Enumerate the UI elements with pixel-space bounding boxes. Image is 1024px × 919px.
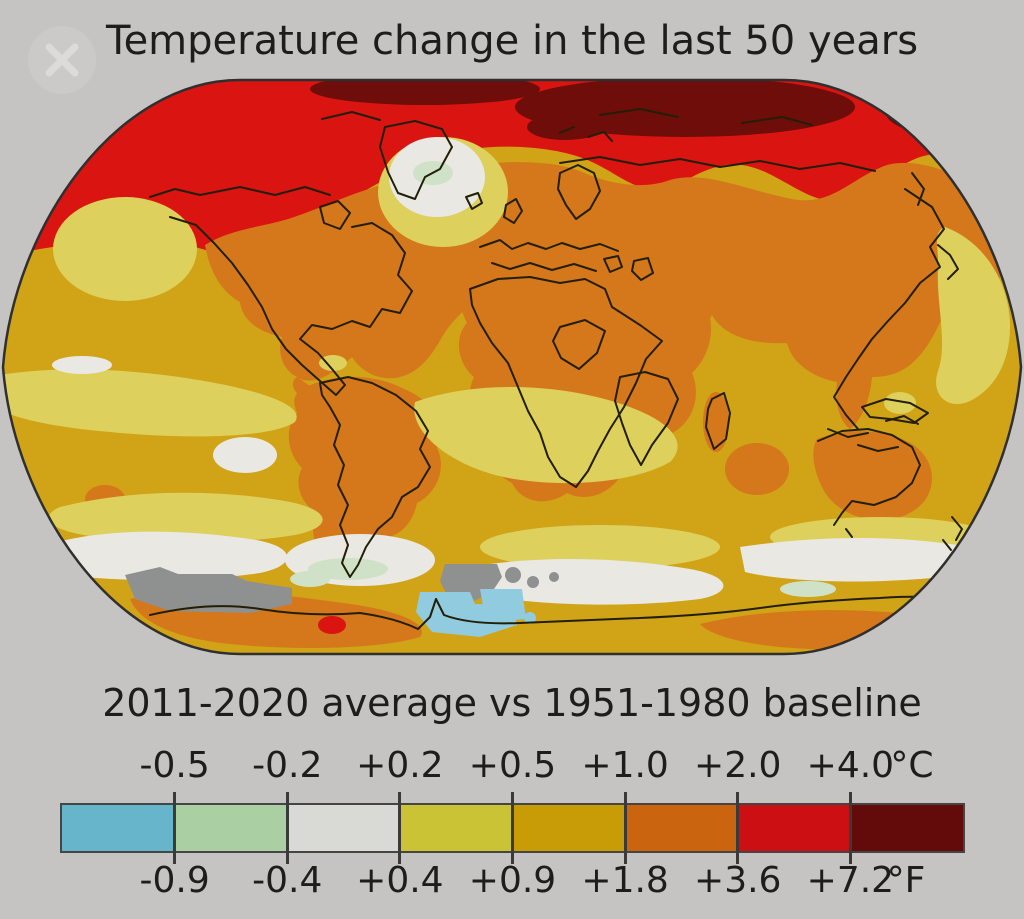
world-map bbox=[1, 78, 1023, 656]
map-antarctic-red-spot bbox=[318, 616, 346, 634]
celsius-label: +4.0 bbox=[806, 745, 895, 786]
colorbar-segment bbox=[850, 805, 963, 851]
fahrenheit-unit: °F bbox=[886, 860, 926, 901]
scale-tick bbox=[285, 792, 289, 864]
fahrenheit-label: +0.4 bbox=[356, 860, 444, 901]
fahrenheit-label: +0.9 bbox=[468, 860, 557, 901]
celsius-label: +0.5 bbox=[468, 745, 557, 786]
colorbar-segment bbox=[287, 805, 400, 851]
scale-tick bbox=[623, 792, 627, 864]
colorbar-segment bbox=[62, 805, 175, 851]
celsius-label: +1.0 bbox=[581, 745, 669, 786]
colorbar-segment bbox=[174, 805, 288, 851]
map-mild-patches bbox=[3, 137, 1011, 569]
map-subtitle: 2011-2020 average vs 1951-1980 baseline bbox=[102, 681, 922, 725]
map-cooling-blue-patches bbox=[416, 589, 536, 637]
celsius-label: -0.5 bbox=[139, 745, 210, 786]
map-coastlines bbox=[149, 108, 963, 630]
map-neutral-patches bbox=[32, 137, 992, 605]
fahrenheit-label: +3.6 bbox=[694, 860, 782, 901]
colorbar-segment bbox=[737, 805, 851, 851]
fahrenheit-label: -0.9 bbox=[139, 860, 210, 901]
fahrenheit-label: -0.4 bbox=[252, 860, 323, 901]
close-icon bbox=[28, 26, 96, 94]
page-title: Temperature change in the last 50 years bbox=[105, 18, 919, 64]
fahrenheit-label: +7.2 bbox=[806, 860, 895, 901]
colorbar-segment bbox=[512, 805, 626, 851]
map-outline bbox=[1, 78, 1023, 656]
scale-tick bbox=[173, 792, 177, 864]
celsius-label: +2.0 bbox=[694, 745, 782, 786]
colorbar-segment bbox=[625, 805, 738, 851]
scale-tick bbox=[398, 792, 402, 864]
celsius-label: -0.2 bbox=[252, 745, 323, 786]
colorbar-segment bbox=[399, 805, 513, 851]
scale-tick bbox=[848, 792, 852, 864]
close-button[interactable] bbox=[24, 22, 100, 98]
scale-tick bbox=[511, 792, 514, 864]
celsius-label: +0.2 bbox=[356, 745, 444, 786]
scale-tick bbox=[736, 792, 740, 864]
celsius-unit: °C bbox=[890, 745, 934, 786]
fahrenheit-label: +1.8 bbox=[581, 860, 669, 901]
